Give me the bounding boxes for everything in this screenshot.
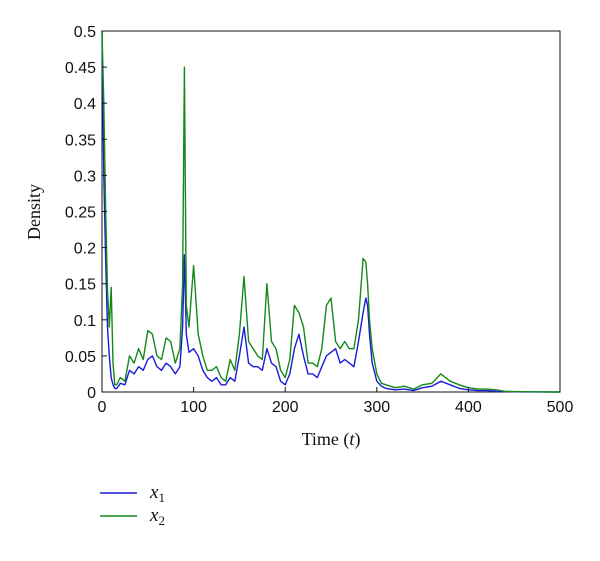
x-tick-label: 300 bbox=[363, 399, 390, 416]
series-line-x1 bbox=[101, 30, 561, 393]
y-tick-label: 0.5 bbox=[74, 24, 96, 41]
series-line-x2 bbox=[101, 30, 561, 393]
legend: x1 x2 bbox=[100, 482, 165, 528]
x-tick-label: 500 bbox=[547, 399, 574, 416]
y-tick-label: 0.35 bbox=[65, 132, 96, 149]
legend-label-x2: x2 bbox=[149, 505, 165, 528]
legend-label-x1: x1 bbox=[149, 482, 165, 505]
series-layer bbox=[101, 30, 561, 393]
y-tick-label: 0.05 bbox=[65, 349, 96, 366]
x-axis-label: Time (t) bbox=[302, 429, 361, 450]
x-axis-ticks: 0 100 200 300 400 500 bbox=[98, 387, 574, 416]
y-tick-label: 0.4 bbox=[74, 96, 96, 113]
x-tick-label: 100 bbox=[180, 399, 207, 416]
y-tick-label: 0 bbox=[87, 385, 96, 402]
y-axis-ticks: 0 0.05 0.1 0.15 0.2 0.25 0.3 0.35 0.4 0.45 0.5 bbox=[65, 24, 107, 402]
x-tick-label: 200 bbox=[272, 399, 299, 416]
x-tick-label: 0 bbox=[98, 399, 107, 416]
y-axis-label: Density bbox=[24, 184, 44, 240]
y-tick-label: 0.1 bbox=[74, 313, 96, 330]
y-tick-label: 0.2 bbox=[74, 241, 96, 258]
y-tick-label: 0.25 bbox=[65, 205, 96, 222]
y-tick-label: 0.3 bbox=[74, 168, 96, 185]
y-tick-label: 0.45 bbox=[65, 60, 96, 77]
y-tick-label: 0.15 bbox=[65, 277, 96, 294]
plot-frame bbox=[101, 30, 561, 393]
x-tick-label: 400 bbox=[455, 399, 482, 416]
